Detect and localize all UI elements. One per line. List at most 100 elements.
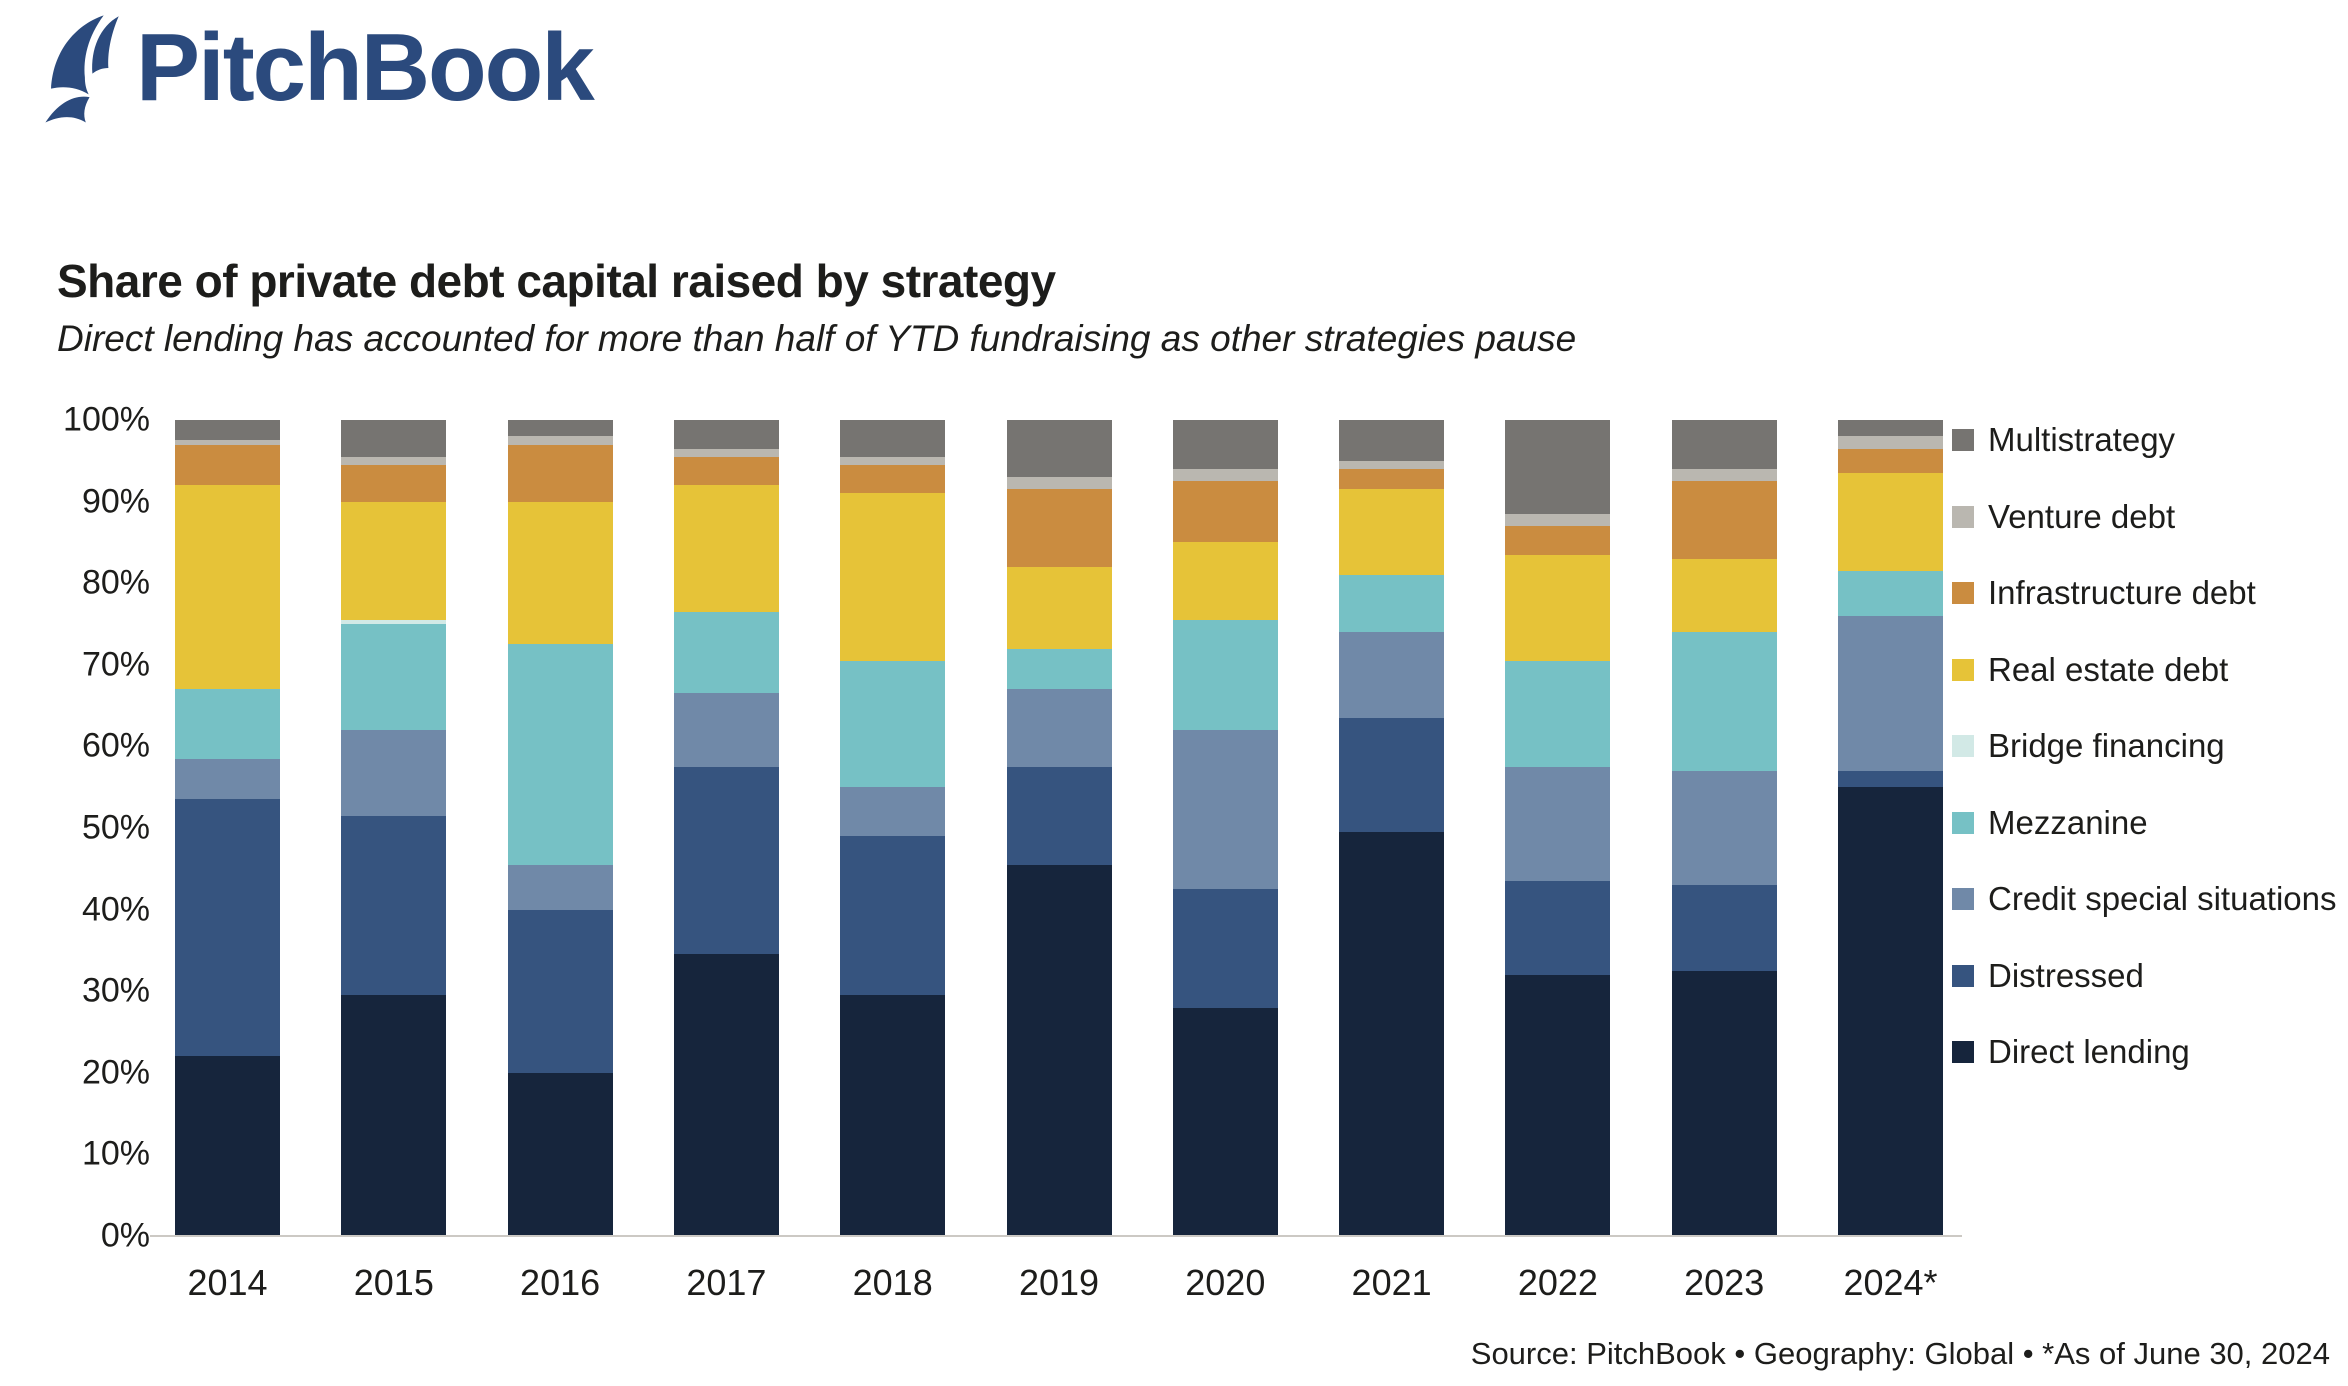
- bar-segment-direct-lending: [1339, 832, 1445, 1236]
- bar-segment-direct-lending: [1505, 974, 1611, 1236]
- legend-label-credit-special-situations: Credit special situations: [1988, 880, 2337, 918]
- bar-segment-multistrategy: [1838, 420, 1943, 437]
- bar-segment-distressed: [1505, 881, 1611, 975]
- bar-segment-multistrategy: [840, 420, 946, 457]
- bar-segment-infrastructure-debt: [840, 464, 946, 494]
- legend-swatch-direct-lending: [1952, 1041, 1974, 1064]
- x-axis-label-2017: 2017: [686, 1262, 767, 1303]
- bar-segment-multistrategy: [341, 420, 447, 457]
- bar-segment-venture-debt: [507, 436, 613, 445]
- legend-item-credit-special-situations: Credit special situations: [1952, 861, 2337, 938]
- bar-2020: [1172, 420, 1278, 1236]
- bar-segment-mezzanine: [673, 611, 779, 694]
- bar-segment-direct-lending: [175, 1056, 280, 1236]
- bar-2022: [1505, 420, 1611, 1236]
- bar-segment-direct-lending: [1172, 1007, 1278, 1236]
- y-axis-label-10pct: 10%: [81, 1134, 150, 1173]
- bar-segment-direct-lending: [1006, 864, 1112, 1236]
- bar-segment-distressed: [1339, 717, 1445, 833]
- bar-2016: [507, 420, 613, 1236]
- bar-segment-direct-lending: [673, 954, 779, 1236]
- bar-segment-mezzanine: [840, 660, 946, 788]
- bar-segment-multistrategy: [175, 420, 280, 441]
- bar-segment-real-estate-debt: [175, 485, 280, 690]
- bar-segment-infrastructure-debt: [175, 444, 280, 486]
- y-axis-label-50pct: 50%: [81, 808, 150, 847]
- bar-segment-direct-lending: [1671, 970, 1777, 1236]
- legend-item-bridge-financing: Bridge financing: [1952, 708, 2337, 785]
- bar-segment-venture-debt: [1172, 469, 1278, 482]
- bar-2014: [175, 420, 280, 1236]
- bar-segment-mezzanine: [1006, 648, 1112, 690]
- legend-swatch-real-estate-debt: [1952, 658, 1974, 681]
- legend-item-distressed: Distressed: [1952, 938, 2337, 1015]
- bar-segment-real-estate-debt: [1838, 473, 1943, 571]
- bar-segment-mezzanine: [1172, 619, 1278, 731]
- bar-2021: [1339, 420, 1445, 1236]
- y-axis-label-70pct: 70%: [81, 645, 150, 684]
- pitchbook-logo-text: PitchBook: [136, 14, 595, 121]
- bar-segment-venture-debt: [341, 456, 447, 465]
- bar-2024-: [1838, 420, 1943, 1236]
- bar-segment-multistrategy: [1339, 420, 1445, 461]
- x-axis-label-2014: 2014: [187, 1262, 268, 1303]
- bar-segment-credit-special-situations: [673, 693, 779, 767]
- bar-segment-real-estate-debt: [673, 485, 779, 612]
- bar-segment-infrastructure-debt: [507, 444, 613, 502]
- bar-segment-distressed: [1671, 885, 1777, 971]
- chart-subtitle: Direct lending has accounted for more th…: [57, 318, 1577, 359]
- x-axis-label-2022: 2022: [1517, 1262, 1598, 1303]
- bar-2017: [673, 420, 779, 1236]
- bar-segment-infrastructure-debt: [673, 456, 779, 486]
- bar-segment-multistrategy: [1172, 420, 1278, 470]
- bar-segment-credit-special-situations: [1339, 632, 1445, 718]
- legend: Multistrategy Venture debt Infrastructure …: [1952, 402, 2337, 1091]
- legend-label-multistrategy: Multistrategy: [1988, 421, 2176, 459]
- bar-segment-venture-debt: [1838, 436, 1943, 449]
- chart-title: Share of private debt capital raised by …: [57, 255, 1056, 307]
- bar-segment-credit-special-situations: [1172, 730, 1278, 890]
- legend-label-distressed: Distressed: [1988, 956, 2144, 994]
- y-axis-label-0pct: 0%: [100, 1216, 150, 1255]
- bar-segment-credit-special-situations: [1671, 770, 1777, 886]
- bar-segment-distressed: [1838, 770, 1943, 788]
- legend-item-mezzanine: Mezzanine: [1952, 785, 2337, 862]
- bar-segment-venture-debt: [673, 448, 779, 457]
- bar-segment-real-estate-debt: [1006, 566, 1112, 649]
- bar-segment-multistrategy: [1671, 420, 1777, 469]
- legend-swatch-credit-special-situations: [1952, 888, 1974, 911]
- legend-label-real-estate-debt: Real estate debt: [1988, 650, 2229, 688]
- y-axis-label-60pct: 60%: [81, 726, 150, 765]
- bar-segment-distressed: [840, 836, 946, 996]
- bar-segment-real-estate-debt: [1505, 554, 1611, 661]
- bar-segment-mezzanine: [507, 644, 613, 865]
- bar-segment-mezzanine: [175, 689, 280, 759]
- y-axis-label-20pct: 20%: [81, 1053, 150, 1092]
- y-axis-label-80pct: 80%: [81, 563, 150, 602]
- bar-segment-direct-lending: [840, 995, 946, 1236]
- bar-segment-real-estate-debt: [1172, 542, 1278, 620]
- legend-label-direct-lending: Direct lending: [1988, 1033, 2190, 1071]
- legend-swatch-mezzanine: [1952, 811, 1974, 834]
- legend-swatch-infrastructure-debt: [1952, 582, 1974, 605]
- bar-segment-multistrategy: [1006, 420, 1112, 478]
- x-axis-label-2023: 2023: [1684, 1262, 1765, 1303]
- bar-segment-mezzanine: [1838, 570, 1943, 616]
- bar-segment-credit-special-situations: [175, 758, 280, 800]
- pitchbook-logo: PitchBook: [36, 10, 595, 126]
- bar-2023: [1671, 420, 1777, 1236]
- bar-segment-real-estate-debt: [341, 501, 447, 620]
- bar-segment-multistrategy: [1505, 420, 1611, 514]
- bar-segment-credit-special-situations: [341, 730, 447, 816]
- bar-segment-mezzanine: [341, 624, 447, 731]
- x-axis-label-2016: 2016: [520, 1262, 601, 1303]
- legend-item-infrastructure-debt: Infrastructure debt: [1952, 555, 2337, 632]
- x-axis-label-2024-: 2024*: [1843, 1262, 1938, 1303]
- bar-segment-real-estate-debt: [1671, 558, 1777, 633]
- bar-segment-distressed: [673, 766, 779, 955]
- legend-label-infrastructure-debt: Infrastructure debt: [1988, 574, 2256, 612]
- legend-item-real-estate-debt: Real estate debt: [1952, 632, 2337, 709]
- bar-segment-infrastructure-debt: [1671, 481, 1777, 559]
- bar-segment-venture-debt: [840, 456, 946, 465]
